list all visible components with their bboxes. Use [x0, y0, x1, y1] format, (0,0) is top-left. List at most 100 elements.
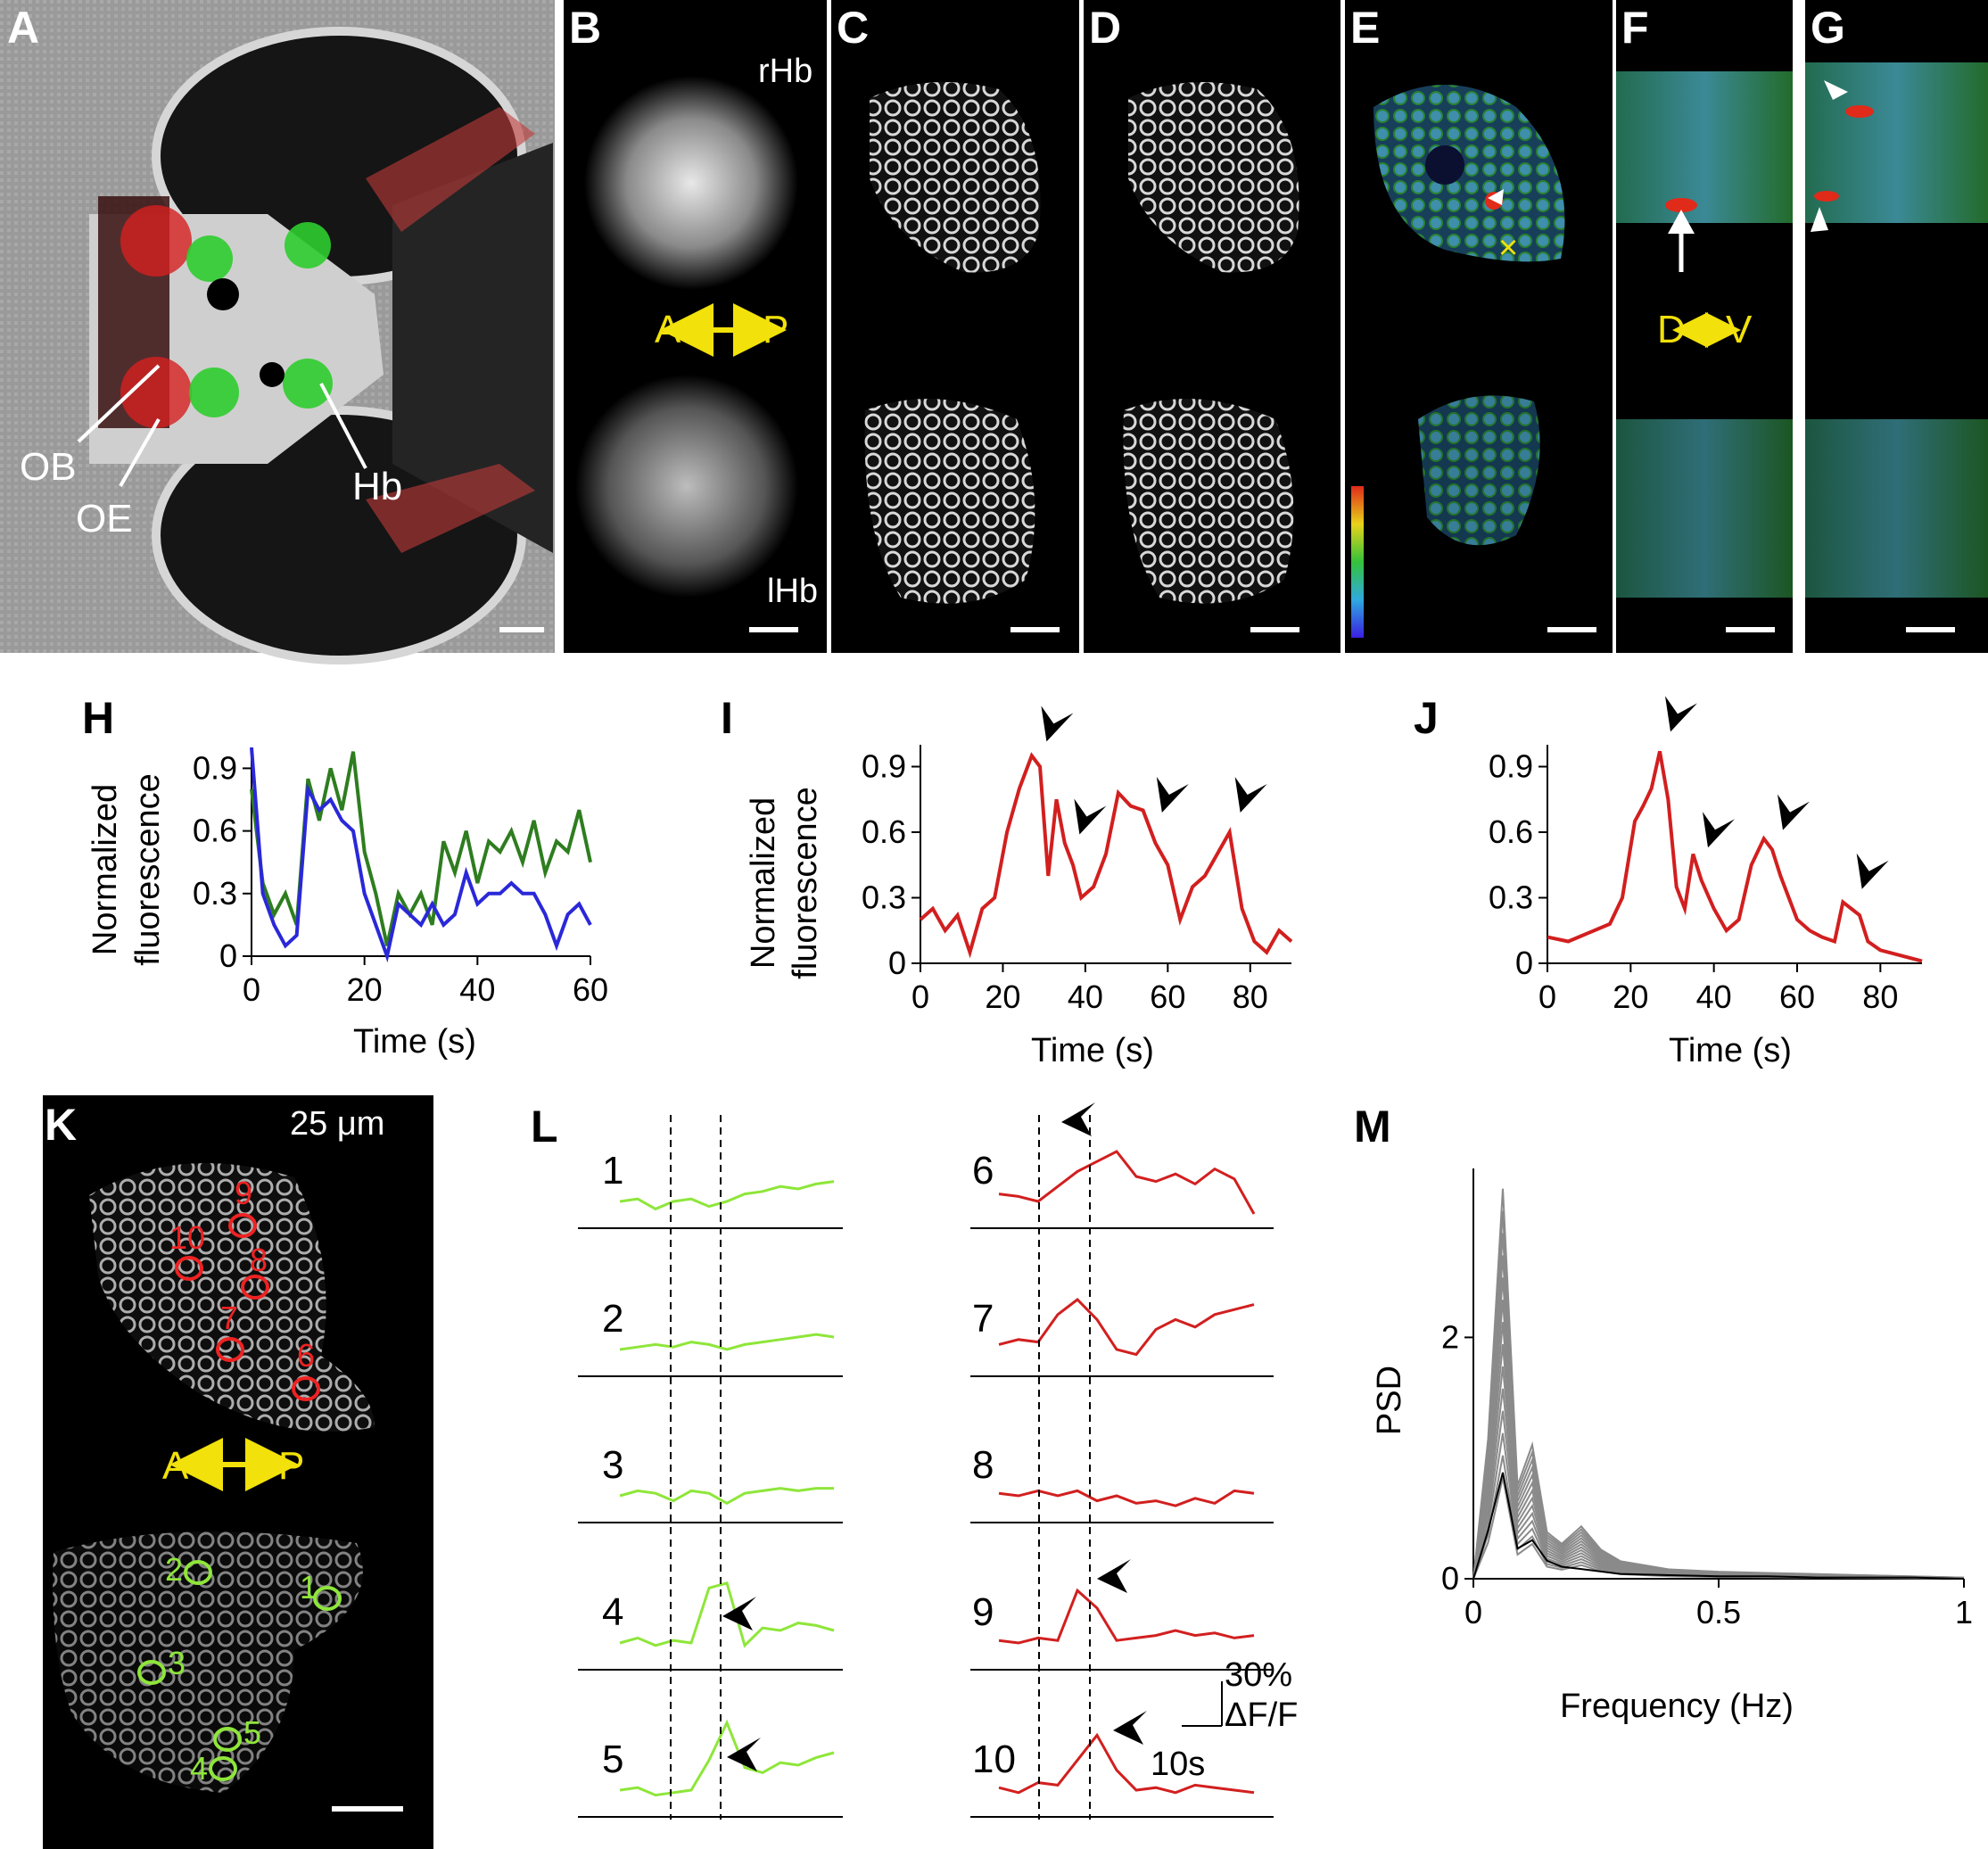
panel-m: M 0 0.5 1 0 2 PSD Frequency (Hz)	[1354, 1102, 1973, 1725]
e-rhb-cells	[1373, 85, 1565, 262]
trace-label-5: 5	[602, 1738, 623, 1781]
i-y-tick-label: 0.9	[862, 748, 906, 785]
roi-2-label: 2	[165, 1551, 183, 1588]
oe-pointer	[119, 418, 161, 487]
ob-red-upper	[120, 205, 192, 277]
dark-spot-1	[207, 278, 239, 310]
scalebar-f	[1726, 627, 1775, 632]
i-xlabel: Time (s)	[1031, 1032, 1154, 1069]
trace-label-3: 3	[602, 1443, 623, 1487]
j-x-tick-label: 80	[1862, 978, 1898, 1015]
chart-h: 0 20 40 60 0 0.3 0.6 0.9	[193, 747, 608, 1008]
h-y-tick-label: 0.9	[193, 749, 237, 786]
axis-d-label: D	[1657, 308, 1686, 351]
scalebar-g	[1906, 627, 1955, 632]
m-x-tick-label: 0	[1464, 1594, 1482, 1630]
red-tract-upper	[366, 107, 535, 232]
scalebar-b	[749, 627, 798, 632]
roi-4-label: 4	[190, 1750, 208, 1787]
panel-g: G	[1805, 0, 1988, 653]
m-ylabel: PSD	[1371, 1366, 1408, 1435]
panel-letter-e: E	[1350, 3, 1380, 53]
h-x-tick-label: 40	[459, 971, 495, 1008]
k-rhb-cells	[89, 1163, 375, 1432]
k-axis-a-label: A	[162, 1444, 189, 1488]
roi-6-label: 6	[297, 1337, 315, 1374]
h-y-tick-label: 0	[219, 937, 237, 974]
panel-h: H 0 20 40 60 0 0.3 0.6 0.9 Normalized fluoresce…	[82, 693, 608, 1061]
f-upper-band	[1616, 71, 1793, 223]
roi-5-label: 5	[243, 1714, 261, 1751]
panel-letter-h: H	[82, 693, 114, 743]
hindbrain	[392, 143, 553, 553]
i-arrowhead	[1156, 777, 1189, 813]
lhb-cells-d	[1123, 399, 1294, 604]
rhb-cells	[870, 82, 1041, 273]
panel-letter-d: D	[1089, 3, 1121, 53]
k-lhb-cells	[53, 1531, 363, 1793]
scalebar-a	[499, 627, 544, 632]
l-arrowhead	[727, 1738, 761, 1771]
trace-label-1: 1	[602, 1149, 623, 1193]
j-x-tick-label: 20	[1613, 978, 1648, 1015]
panel-b: rHb lHb A P B	[564, 0, 827, 653]
trace-label-8: 8	[972, 1443, 994, 1487]
g-arrowhead-2	[1811, 207, 1828, 232]
i-x-tick-label: 20	[985, 978, 1020, 1015]
j-x-tick-label: 40	[1696, 978, 1732, 1015]
i-ylabel-2: fluorescence	[787, 787, 824, 978]
label-rhb: rHb	[758, 53, 813, 90]
m-series-1	[1472, 1472, 1965, 1580]
j-arrowhead	[1665, 696, 1697, 732]
m-y-tick-label: 2	[1441, 1318, 1459, 1355]
green-upper-left	[186, 235, 233, 282]
axis-v-label: V	[1726, 308, 1753, 351]
panel-c: C	[831, 0, 1079, 653]
roi-7-label: 7	[220, 1300, 238, 1336]
axis-a-label: A	[655, 308, 681, 351]
h-ylabel-2: fluorescence	[129, 773, 167, 965]
g-hot-spot-1	[1845, 105, 1874, 118]
k-axis-p-label: P	[278, 1444, 304, 1488]
m-x-tick-label: 0.5	[1696, 1594, 1741, 1630]
panel-e: × E	[1345, 0, 1613, 653]
red-trace-8	[998, 1489, 1255, 1507]
panel-letter-b: B	[569, 3, 601, 53]
j-y-tick-label: 0	[1515, 945, 1533, 981]
lhb-blob	[575, 375, 798, 598]
roi-7	[216, 1337, 244, 1362]
roi-4	[209, 1756, 237, 1781]
red-trace-10	[998, 1732, 1255, 1795]
h-x-tick-label: 0	[243, 971, 260, 1008]
hb-upper	[285, 222, 331, 268]
l-arrowhead	[1097, 1559, 1131, 1593]
scale-x-label: 10s	[1151, 1746, 1205, 1783]
roi-1	[313, 1586, 342, 1611]
l-arrowhead	[1113, 1711, 1147, 1745]
e-marker: ×	[1498, 229, 1518, 267]
h-x-tick-label: 60	[573, 971, 608, 1008]
green-trace-2	[619, 1333, 835, 1351]
scale-y-label-2: ΔF/F	[1225, 1696, 1298, 1734]
trace-label-7: 7	[972, 1297, 994, 1341]
scalebar-e	[1547, 627, 1596, 632]
j-xlabel: Time (s)	[1669, 1032, 1792, 1069]
roi-9	[228, 1213, 257, 1238]
k-depth: 25 μm	[290, 1105, 384, 1143]
roi-3-label: 3	[168, 1645, 186, 1681]
chart-j: 0 20 40 60 80 0 0.3 0.6 0.9	[1489, 696, 1923, 1015]
trace-label-10: 10	[972, 1738, 1016, 1781]
j-arrowhead	[1703, 812, 1735, 848]
j-y-tick-label: 0.9	[1489, 748, 1533, 785]
i-arrowhead	[1074, 798, 1107, 835]
i-y-tick-label: 0.6	[862, 813, 906, 850]
scalebar-c	[1010, 627, 1060, 632]
panel-letter-l: L	[531, 1102, 558, 1151]
scalebar-k	[332, 1806, 403, 1812]
m-y-tick-label: 0	[1441, 1560, 1459, 1597]
roi-1-label: 1	[300, 1569, 318, 1605]
j-x-tick-label: 0	[1538, 978, 1556, 1015]
roi-3	[137, 1660, 166, 1685]
g-arrowhead-1	[1824, 80, 1848, 100]
hb-lower	[283, 359, 333, 409]
